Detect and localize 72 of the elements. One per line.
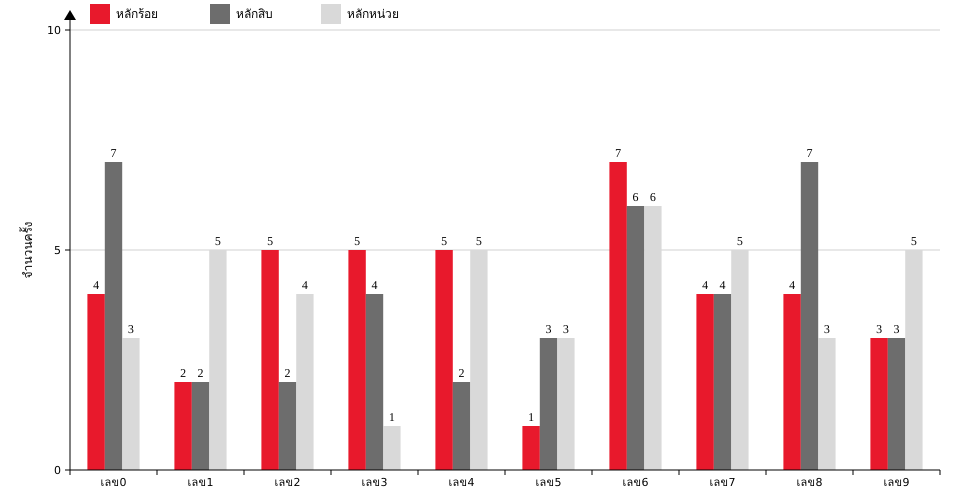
data-label: 6 (632, 190, 638, 204)
data-label: 3 (128, 322, 134, 336)
bar (435, 250, 453, 470)
data-label: 2 (180, 366, 186, 380)
bar (261, 250, 279, 470)
bar (557, 338, 575, 470)
bar (383, 426, 401, 470)
y-tick-label: 10 (47, 24, 61, 37)
data-label: 5 (476, 234, 482, 248)
data-label: 3 (894, 322, 900, 336)
data-label: 1 (528, 410, 534, 424)
data-label: 5 (214, 234, 221, 248)
data-label: 4 (372, 278, 378, 292)
bar (122, 338, 140, 470)
data-label: 4 (93, 278, 100, 292)
data-label: 7 (615, 146, 622, 160)
legend-label: หลักสิบ (236, 7, 273, 22)
x-tick-label: เลข2 (274, 476, 300, 489)
data-label: 2 (458, 366, 464, 380)
x-tick-label: เลข1 (188, 476, 214, 489)
bar (192, 382, 210, 470)
data-label: 2 (284, 366, 290, 380)
bar (714, 294, 732, 470)
data-label: 5 (267, 234, 274, 248)
data-label: 4 (789, 278, 796, 292)
data-label: 5 (441, 234, 448, 248)
bar (348, 250, 366, 470)
data-label: 3 (562, 322, 569, 336)
data-label: 4 (720, 278, 726, 292)
data-label: 4 (702, 278, 708, 292)
bar (609, 162, 627, 470)
x-tick-label: เลข7 (710, 476, 736, 489)
x-tick-label: เลข5 (536, 476, 562, 489)
bar (522, 426, 540, 470)
data-label: 2 (198, 366, 204, 380)
bar (800, 162, 818, 470)
legend-label: หลักร้อย (116, 7, 158, 22)
bar (278, 382, 296, 470)
bar (783, 294, 801, 470)
x-tick-label: เลข0 (100, 476, 126, 489)
data-label: 3 (876, 322, 882, 336)
data-label: 3 (546, 322, 552, 336)
data-label: 4 (302, 278, 308, 292)
bar (696, 294, 714, 470)
y-tick-label: 0 (54, 464, 61, 477)
x-tick-label: เลข9 (884, 476, 910, 489)
y-axis-title: จำนวนครั้ง (19, 222, 35, 278)
bar (87, 294, 105, 470)
bar (540, 338, 558, 470)
data-label: 5 (910, 234, 917, 248)
bar (626, 206, 644, 470)
x-tick-label: เลข4 (448, 476, 474, 489)
y-tick-label: 5 (54, 244, 61, 257)
x-tick-label: เลข3 (362, 476, 388, 489)
bar (366, 294, 384, 470)
data-label: 5 (354, 234, 360, 248)
data-label: 1 (388, 410, 395, 424)
data-label: 3 (824, 322, 830, 336)
bar (870, 338, 888, 470)
bar (104, 162, 122, 470)
x-tick-label: เลข6 (622, 476, 648, 489)
bar (452, 382, 470, 470)
bar (296, 294, 314, 470)
data-label: 7 (806, 146, 812, 160)
data-label: 6 (650, 190, 656, 204)
x-tick-label: เลข8 (796, 476, 822, 489)
bar (888, 338, 906, 470)
legend-label: หลักหน่วย (347, 7, 399, 22)
data-label: 7 (110, 146, 116, 160)
bar (818, 338, 836, 470)
bar (174, 382, 192, 470)
data-label: 5 (736, 234, 743, 248)
